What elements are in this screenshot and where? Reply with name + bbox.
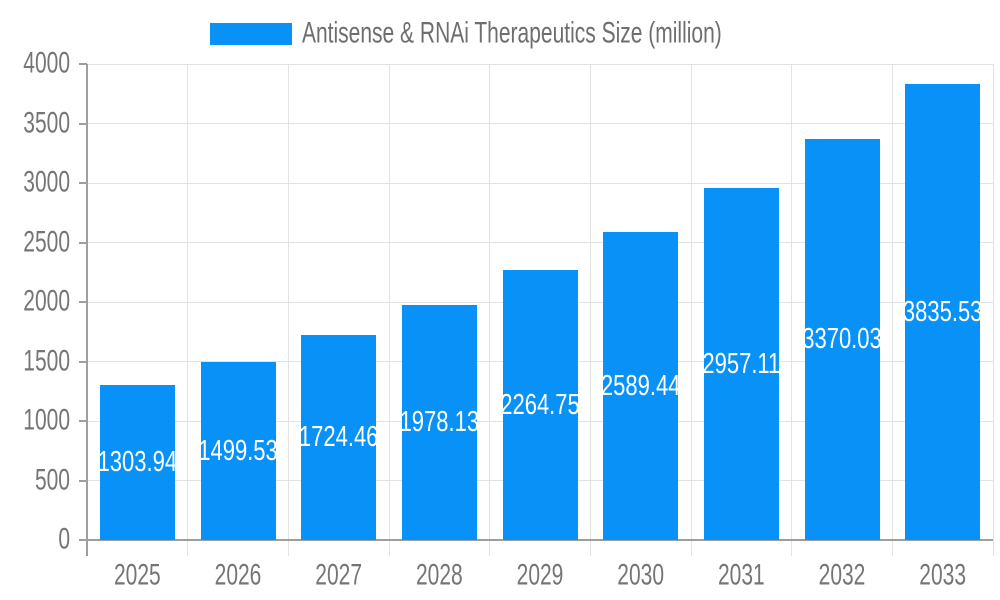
y-axis-line [86, 64, 88, 556]
v-gridline [187, 64, 189, 556]
bar-value-label: 3835.53 [902, 294, 983, 328]
bar-value-label: 2957.11 [702, 347, 781, 380]
y-axis-tick-label: 3500 [23, 106, 70, 139]
y-axis-tick [79, 539, 87, 541]
bar-2032[interactable] [804, 138, 880, 540]
bar-2031[interactable] [703, 188, 779, 540]
x-axis-tick-label: 2025 [113, 559, 161, 592]
y-axis-tick [79, 301, 87, 303]
y-axis-tick-label: 3000 [23, 166, 70, 199]
bar-value-label: 1499.53 [198, 433, 278, 467]
bar-value-label: 2589.44 [600, 369, 681, 402]
bar-2033[interactable] [905, 83, 981, 540]
h-gridline [87, 182, 993, 184]
y-axis-tick-label: 1500 [23, 344, 70, 377]
y-axis-tick [79, 360, 87, 363]
x-axis-line [86, 539, 993, 541]
bar-2029[interactable] [502, 270, 578, 540]
v-gridline [891, 64, 893, 556]
y-axis-tick [79, 182, 87, 184]
x-axis-tick-label: 2033 [919, 559, 967, 592]
bar-value-label: 3370.03 [802, 322, 882, 356]
h-gridline [87, 123, 993, 124]
y-axis-tick [79, 479, 87, 482]
x-axis-tick-label: 2027 [315, 559, 363, 592]
y-axis-tick [79, 63, 87, 65]
legend-swatch [210, 23, 292, 45]
bar-value-label: 1978.13 [399, 405, 480, 438]
bar-2025[interactable] [99, 384, 175, 540]
bar-value-label: 2264.75 [500, 388, 580, 421]
v-gridline [287, 64, 289, 556]
y-axis-tick [79, 241, 87, 244]
y-axis-tick [79, 420, 87, 422]
h-gridline [87, 242, 993, 243]
x-axis-tick-label: 2026 [214, 559, 262, 592]
y-axis-tick [79, 122, 87, 125]
bar-value-label: 1303.94 [97, 445, 178, 479]
bar-value-label: 1724.46 [298, 420, 379, 453]
legend-label: Antisense & RNAi Therapeutics Size (mill… [302, 17, 722, 50]
x-axis-tick-label: 2030 [617, 559, 665, 592]
v-gridline [992, 64, 994, 556]
bar-2027[interactable] [301, 334, 377, 540]
bar-2026[interactable] [200, 361, 276, 540]
x-axis-tick-label: 2029 [516, 559, 564, 592]
x-axis-tick-label: 2028 [415, 559, 463, 592]
v-gridline [690, 64, 692, 556]
x-axis-tick-label: 2032 [818, 559, 866, 592]
y-axis-tick-label: 4000 [23, 47, 70, 80]
y-axis-tick-label: 0 [58, 523, 70, 556]
v-gridline [589, 64, 591, 556]
bar-2030[interactable] [603, 231, 679, 540]
v-gridline [489, 64, 491, 556]
v-gridline [388, 64, 390, 556]
h-gridline [87, 63, 993, 65]
x-axis-tick-label: 2031 [717, 559, 765, 592]
y-axis-tick-label: 2000 [23, 285, 70, 318]
y-axis-tick-label: 1000 [23, 404, 70, 437]
y-axis-tick-label: 500 [34, 463, 70, 496]
v-gridline [791, 64, 793, 556]
y-axis-tick-label: 2500 [23, 225, 70, 258]
bar-2028[interactable] [401, 304, 477, 540]
